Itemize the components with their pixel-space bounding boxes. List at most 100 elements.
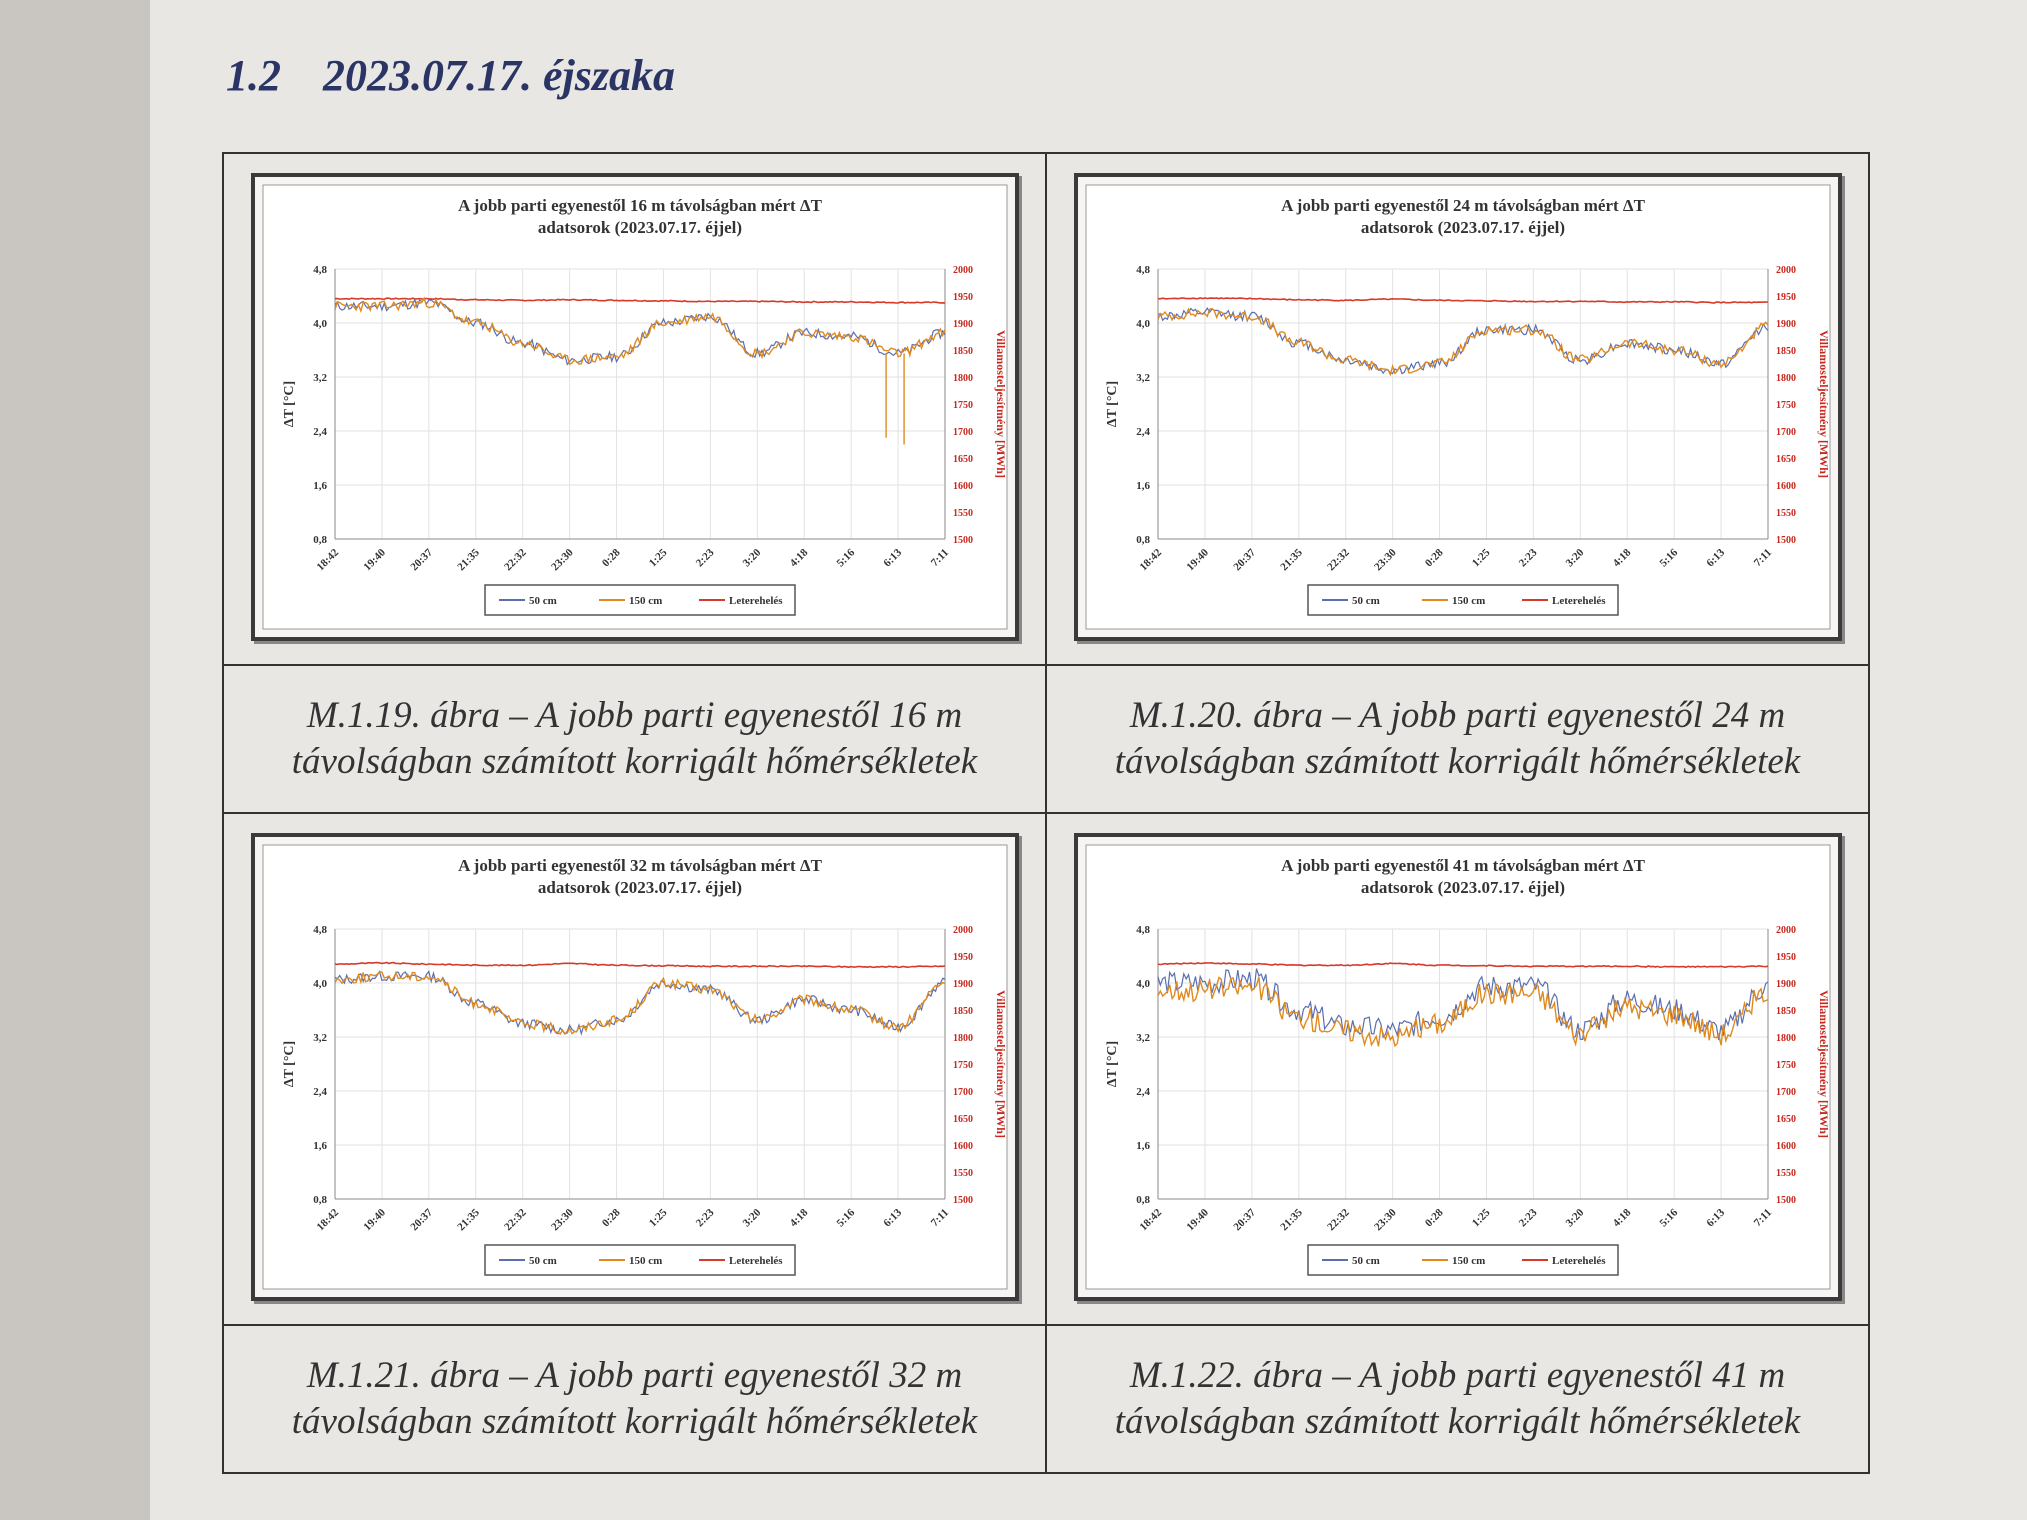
y2-tick-label: 1700 (1776, 1087, 1796, 1098)
legend-item: 150 cm (629, 1255, 662, 1267)
legend-item: Leterehelés (729, 595, 783, 607)
caption-line: M.1.20. ábra – A jobb parti egyenestől 2… (1129, 695, 1786, 736)
chart-32m: A jobb parti egyenestől 32 m távolságban… (262, 844, 1008, 1289)
chart-subtitle: adatsorok (2023.07.17. éjjel) (1360, 218, 1564, 237)
y2-tick-label: 2000 (953, 265, 973, 276)
legend-item: 150 cm (1452, 1255, 1485, 1267)
y2-tick-label: 1950 (1776, 292, 1796, 303)
chart-legend: 50 cm 150 cm Leterehelés (483, 583, 796, 616)
chart-background (262, 184, 1007, 629)
y2-tick-label: 1700 (953, 1087, 973, 1098)
caption-line: távolságban számított korrigált hőmérsék… (291, 1401, 978, 1442)
y-tick-label: 2,4 (1136, 426, 1150, 438)
y-tick-label: 1,6 (1136, 1140, 1150, 1152)
y2-tick-label: 1550 (1776, 508, 1796, 519)
chart-41m: A jobb parti egyenestől 41 m távolságban… (1085, 844, 1831, 1289)
figure-caption: M.1.19. ábra – A jobb parti egyenestől 1… (224, 693, 1045, 785)
chart-legend: 50 cm 150 cm Leterehelés (1306, 1243, 1619, 1276)
caption-cell: M.1.19. ábra – A jobb parti egyenestől 1… (222, 664, 1047, 814)
y-tick-label: 4,8 (1136, 264, 1150, 276)
series-line-leterheles (1157, 296, 1768, 304)
y-tick-label: 3,2 (1136, 1032, 1150, 1044)
y-tick-label: 1,6 (1136, 480, 1150, 492)
caption-line: M.1.21. ábra – A jobb parti egyenestől 3… (306, 1355, 963, 1396)
y-axis-label: ΔT [°C] (1105, 1040, 1120, 1086)
y-tick-label: 0,8 (313, 1194, 327, 1206)
chart-title: A jobb parti egyenestől 32 m távolságban… (458, 856, 823, 875)
y2-tick-label: 1550 (953, 508, 973, 519)
y-tick-label: 2,4 (313, 426, 327, 438)
series-line-150cm (333, 295, 946, 365)
caption-cell: M.1.22. ábra – A jobb parti egyenestől 4… (1045, 1324, 1870, 1474)
y2-tick-label: 1900 (953, 319, 973, 330)
y2-tick-label: 2000 (953, 925, 973, 936)
legend-item: 50 cm (529, 595, 557, 607)
y2-tick-label: 1650 (953, 454, 973, 465)
legend-item: 50 cm (1352, 1255, 1380, 1267)
section-title: 2023.07.17. éjszaka (323, 51, 675, 100)
y-tick-label: 1,6 (313, 1140, 327, 1152)
series-line-150cm (1156, 975, 1768, 1047)
legend-item: 150 cm (1452, 595, 1485, 607)
legend-box (483, 1243, 796, 1276)
y2-tick-label: 1850 (953, 1006, 973, 1017)
y-tick-label: 0,8 (1136, 534, 1150, 546)
y-tick-label: 0,8 (313, 534, 327, 546)
y2-tick-label: 1600 (1776, 481, 1796, 492)
figure-caption: M.1.21. ábra – A jobb parti egyenestől 3… (224, 1353, 1045, 1445)
chart-title: A jobb parti egyenestől 41 m távolságban… (1281, 856, 1646, 875)
chart-cell: A jobb parti egyenestől 24 m távolságban… (1045, 152, 1870, 666)
series-line-leterheles (1157, 961, 1768, 968)
chart-subtitle: adatsorok (2023.07.17. éjjel) (537, 218, 741, 237)
y-tick-label: 4,8 (313, 924, 327, 936)
caption-line: távolságban számított korrigált hőmérsék… (1114, 1401, 1801, 1442)
y2-tick-label: 1750 (1776, 400, 1796, 411)
y-tick-label: 4,0 (1136, 978, 1150, 990)
y-tick-label: 3,2 (313, 372, 327, 384)
y2-tick-label: 1850 (953, 346, 973, 357)
legend-item: 50 cm (529, 1255, 557, 1267)
y2-axis-label: Villamosteljesítmény [MWh] (994, 990, 1008, 1138)
y2-tick-label: 1650 (1776, 1114, 1796, 1125)
y2-tick-label: 1700 (1776, 427, 1796, 438)
y-axis-label: ΔT [°C] (1105, 380, 1120, 426)
chart-background (1085, 844, 1830, 1289)
legend-box (1306, 1243, 1619, 1276)
chart-legend: 50 cm 150 cm Leterehelés (483, 1243, 796, 1276)
section-heading: 1.2 2023.07.17. éjszaka (226, 50, 675, 101)
y2-tick-label: 2000 (1776, 265, 1796, 276)
y2-tick-label: 1850 (1776, 346, 1796, 357)
y2-tick-label: 1600 (1776, 1141, 1796, 1152)
y-axis-label: ΔT [°C] (282, 380, 297, 426)
y2-tick-label: 1550 (1776, 1168, 1796, 1179)
y2-tick-label: 1850 (1776, 1006, 1796, 1017)
y2-axis-label: Villamosteljesítmény [MWh] (994, 330, 1008, 478)
chart-cell: A jobb parti egyenestől 41 m távolságban… (1045, 812, 1870, 1326)
section-number: 1.2 (226, 51, 281, 100)
y2-tick-label: 1950 (953, 292, 973, 303)
y2-tick-label: 1800 (953, 373, 973, 384)
y-tick-label: 2,4 (1136, 1086, 1150, 1098)
caption-cell: M.1.20. ábra – A jobb parti egyenestől 2… (1045, 664, 1870, 814)
chart-cell: A jobb parti egyenestől 32 m távolságban… (222, 812, 1047, 1326)
y2-tick-label: 1950 (1776, 952, 1796, 963)
y2-tick-label: 1650 (1776, 454, 1796, 465)
y2-tick-label: 1900 (953, 979, 973, 990)
y2-tick-label: 1750 (1776, 1060, 1796, 1071)
y2-tick-label: 1500 (1776, 1195, 1796, 1206)
y2-tick-label: 1800 (1776, 373, 1796, 384)
caption-line: M.1.22. ábra – A jobb parti egyenestől 4… (1129, 1355, 1786, 1396)
chart-24m: A jobb parti egyenestől 24 m távolságban… (1085, 184, 1831, 629)
y2-tick-label: 1750 (953, 400, 973, 411)
chart-frame: A jobb parti egyenestől 41 m távolságban… (1073, 832, 1842, 1301)
caption-line: M.1.19. ábra – A jobb parti egyenestől 1… (306, 695, 963, 736)
figure-table: A jobb parti egyenestől 16 m távolságban… (222, 152, 1870, 1474)
y2-tick-label: 1950 (953, 952, 973, 963)
y2-tick-label: 1800 (1776, 1033, 1796, 1044)
legend-item: 50 cm (1352, 595, 1380, 607)
legend-item: Leterehelés (729, 1255, 783, 1267)
chart-frame: A jobb parti egyenestől 16 m távolságban… (250, 172, 1019, 641)
y2-tick-label: 1900 (1776, 319, 1796, 330)
y-tick-label: 2,4 (313, 1086, 327, 1098)
y-tick-label: 4,8 (1136, 924, 1150, 936)
